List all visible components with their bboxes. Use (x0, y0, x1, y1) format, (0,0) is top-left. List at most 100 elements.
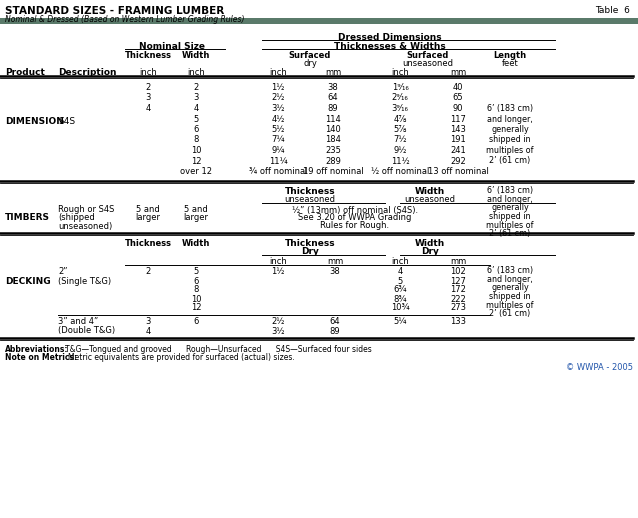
Text: Thickness: Thickness (285, 186, 336, 195)
Text: Length: Length (493, 51, 526, 60)
Text: larger: larger (135, 213, 161, 223)
Text: Rough or S4S: Rough or S4S (58, 206, 114, 214)
Text: mm: mm (325, 68, 341, 77)
Text: mm: mm (327, 256, 343, 266)
Text: Product: Product (5, 68, 45, 77)
Text: 2½: 2½ (271, 94, 285, 103)
Text: 12: 12 (191, 304, 201, 312)
Text: 4: 4 (193, 104, 198, 113)
Text: 184: 184 (325, 136, 341, 145)
Text: 2: 2 (193, 83, 198, 92)
Text: Dry: Dry (301, 247, 319, 255)
Text: 172: 172 (450, 285, 466, 295)
Text: mm: mm (450, 68, 466, 77)
Text: 2’ (61 cm): 2’ (61 cm) (489, 156, 531, 165)
Text: 114: 114 (325, 114, 341, 123)
Text: 5: 5 (193, 267, 198, 277)
Text: 1½: 1½ (271, 83, 285, 92)
Text: 89: 89 (328, 104, 338, 113)
Text: STANDARD SIZES - FRAMING LUMBER: STANDARD SIZES - FRAMING LUMBER (5, 6, 224, 16)
Text: 65: 65 (453, 94, 463, 103)
Text: 5¼: 5¼ (393, 318, 407, 326)
Text: (shipped: (shipped (58, 213, 95, 223)
Text: 292: 292 (450, 156, 466, 165)
Text: 2”: 2” (58, 267, 68, 277)
Text: 2’ (61 cm): 2’ (61 cm) (489, 229, 531, 238)
Text: TIMBERS: TIMBERS (5, 213, 50, 223)
Text: 38: 38 (328, 83, 338, 92)
Text: 143: 143 (450, 125, 466, 134)
Text: 3” and 4”: 3” and 4” (58, 318, 98, 326)
Text: 273: 273 (450, 304, 466, 312)
Text: 40: 40 (453, 83, 463, 92)
Text: 7½: 7½ (393, 136, 407, 145)
Text: 10: 10 (191, 295, 201, 304)
Text: 38: 38 (330, 267, 341, 277)
Text: 5 and: 5 and (184, 206, 208, 214)
Text: 6’ (183 cm): 6’ (183 cm) (487, 186, 533, 195)
Text: Width: Width (415, 186, 445, 195)
Text: unseasoned: unseasoned (404, 194, 456, 204)
Text: 3⁹⁄₁₆: 3⁹⁄₁₆ (392, 104, 408, 113)
Text: 3: 3 (145, 318, 151, 326)
Text: larger: larger (184, 213, 209, 223)
Text: shipped in: shipped in (489, 212, 531, 221)
Text: mm: mm (450, 256, 466, 266)
Text: dry: dry (303, 59, 317, 68)
Text: 102: 102 (450, 267, 466, 277)
Text: 9½: 9½ (393, 146, 406, 155)
Text: Nominal & Dressed (Based on Western Lumber Grading Rules): Nominal & Dressed (Based on Western Lumb… (5, 15, 244, 24)
Text: 8: 8 (193, 136, 198, 145)
Text: 8¾: 8¾ (393, 295, 407, 304)
Text: 7¼: 7¼ (271, 136, 285, 145)
Text: DECKING: DECKING (5, 277, 50, 285)
Text: 2⁹⁄₁₆: 2⁹⁄₁₆ (392, 94, 408, 103)
Text: inch: inch (269, 256, 287, 266)
Text: 4⅞: 4⅞ (393, 114, 406, 123)
Text: unseasoned: unseasoned (403, 59, 454, 68)
Text: 241: 241 (450, 146, 466, 155)
Text: ¾ off nominal: ¾ off nominal (249, 167, 308, 176)
Text: 6’ (183 cm): 6’ (183 cm) (487, 104, 533, 113)
Text: 4½: 4½ (271, 114, 285, 123)
Text: 12: 12 (191, 156, 201, 165)
Text: Surfaced: Surfaced (289, 51, 331, 60)
Text: unseasoned: unseasoned (285, 194, 336, 204)
Text: 64: 64 (330, 318, 340, 326)
Text: Nominal Size: Nominal Size (139, 42, 205, 51)
Text: 5: 5 (397, 277, 403, 285)
Text: multiples of: multiples of (486, 146, 534, 155)
Text: Dry: Dry (421, 247, 439, 255)
Text: 1⁹⁄₁₆: 1⁹⁄₁₆ (392, 83, 408, 92)
Text: 222: 222 (450, 295, 466, 304)
Text: 2: 2 (145, 267, 151, 277)
Text: 6: 6 (193, 125, 198, 134)
Text: 3½: 3½ (271, 326, 285, 336)
Text: shipped in: shipped in (489, 136, 531, 145)
Text: Width: Width (415, 238, 445, 248)
Text: shipped in: shipped in (489, 292, 531, 301)
Text: inch: inch (139, 68, 157, 77)
Text: generally: generally (491, 283, 529, 293)
Text: 3½: 3½ (271, 104, 285, 113)
Text: 5½: 5½ (271, 125, 285, 134)
Text: © WWPA - 2005: © WWPA - 2005 (566, 363, 633, 371)
Text: multiples of: multiples of (486, 300, 534, 309)
Text: 89: 89 (330, 326, 340, 336)
Text: Surfaced: Surfaced (407, 51, 449, 60)
Text: 133: 133 (450, 318, 466, 326)
Text: Thickness: Thickness (285, 238, 336, 248)
Text: inch: inch (187, 68, 205, 77)
Text: Description: Description (58, 68, 117, 77)
Text: inch: inch (391, 68, 409, 77)
Text: Dressed Dimensions: Dressed Dimensions (338, 33, 441, 42)
Text: multiples of: multiples of (486, 221, 534, 229)
Text: and longer,: and longer, (487, 114, 533, 123)
Text: 4: 4 (145, 104, 151, 113)
Text: unseasoned): unseasoned) (58, 222, 112, 231)
Text: See 3.20 of WWPA Grading: See 3.20 of WWPA Grading (299, 213, 412, 223)
Text: 140: 140 (325, 125, 341, 134)
Text: Thickness: Thickness (124, 238, 172, 248)
Text: 4: 4 (145, 326, 151, 336)
Text: and longer,: and longer, (487, 195, 533, 204)
